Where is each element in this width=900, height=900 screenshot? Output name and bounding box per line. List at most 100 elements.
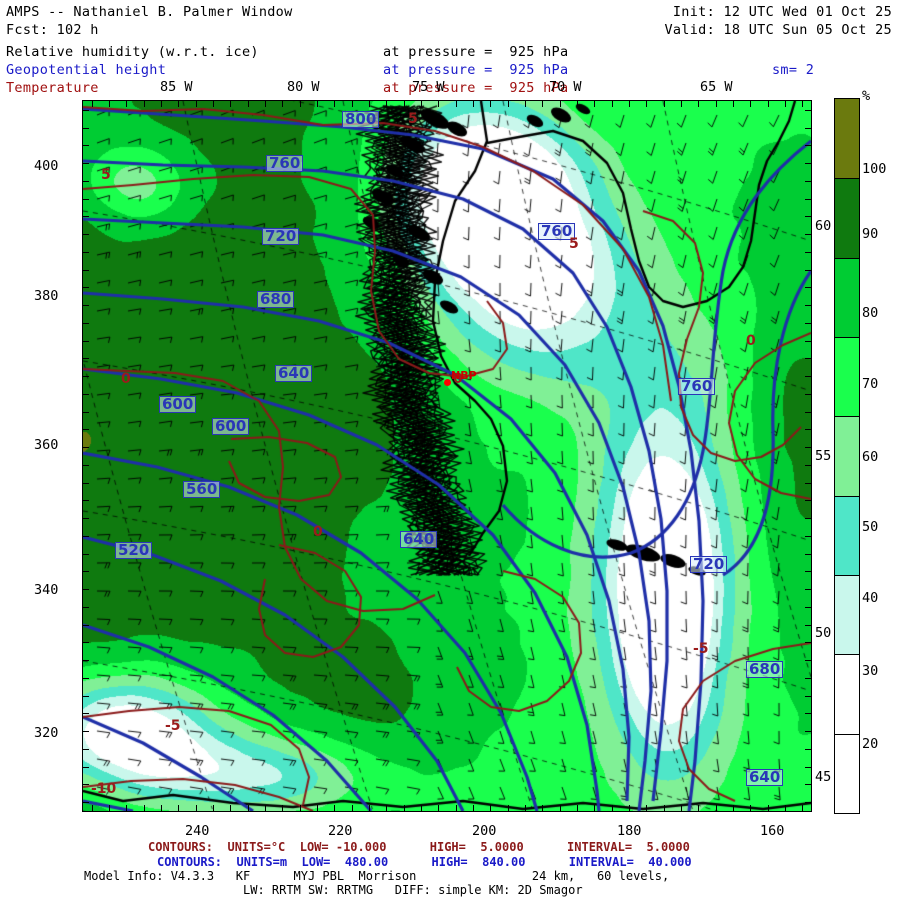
colorbar-band	[835, 336, 859, 417]
axis-tick	[143, 101, 145, 107]
field-label-geopotential: Geopotential height	[6, 62, 167, 78]
colorbar-tick-7: 30	[862, 663, 879, 679]
axis-tick	[83, 660, 89, 662]
axis-tick	[805, 216, 811, 218]
axis-tick	[83, 340, 89, 342]
init-time: Init: 12 UTC Wed 01 Oct 25	[672, 4, 892, 20]
contour-label-height: 640	[746, 769, 784, 786]
axis-tick	[542, 101, 544, 107]
axis-tick	[785, 101, 786, 107]
axis-tick	[83, 305, 89, 307]
axis-tick	[83, 571, 89, 573]
axis-tick	[805, 447, 811, 449]
axis-tick	[525, 805, 526, 811]
axis-tick	[83, 553, 89, 555]
axis-tick	[83, 269, 89, 271]
contour-label-height: 800	[342, 111, 380, 128]
map-plot-area[interactable]: 800 760 720 680 640 600 600 560 520 640 …	[82, 100, 812, 812]
axis-tick	[83, 287, 89, 289]
smoothing-label: sm= 2	[772, 62, 815, 78]
axis-tick	[490, 805, 492, 811]
axis-tick	[805, 305, 811, 307]
axis-tick	[473, 101, 474, 107]
x-axis-label-0: 240	[185, 823, 210, 839]
axis-tick	[178, 805, 180, 811]
axis-tick	[594, 101, 596, 107]
colorbar-band	[835, 416, 859, 496]
axis-tick	[83, 518, 89, 520]
axis-tick	[802, 101, 804, 107]
field-pressure-temperature: at pressure = 925 hPa	[383, 80, 569, 96]
contour-label-height: 520	[115, 542, 153, 559]
axis-tick	[83, 376, 89, 378]
axis-tick	[83, 482, 89, 484]
contour-label-temp: 5	[101, 167, 111, 183]
axis-tick	[767, 805, 769, 811]
axis-tick	[83, 535, 89, 537]
axis-tick	[577, 101, 578, 107]
axis-tick	[83, 109, 89, 111]
axis-tick	[805, 571, 811, 573]
y-axis-label-0: 400	[34, 158, 59, 174]
axis-tick	[83, 234, 89, 236]
colorbar[interactable]	[834, 98, 860, 814]
contour-label-height: 680	[746, 661, 784, 678]
axis-tick	[663, 805, 665, 811]
field-pressure-humidity: at pressure = 925 hPa	[383, 44, 569, 60]
station-marker-nbp[interactable]	[444, 379, 451, 386]
colorbar-band	[835, 733, 859, 813]
top-lon-label-2: 75 W	[412, 79, 445, 95]
colorbar-band	[835, 654, 859, 734]
axis-tick	[805, 411, 811, 413]
axis-tick	[83, 766, 89, 768]
axis-tick	[299, 101, 301, 107]
axis-tick	[386, 805, 388, 811]
contour-label-height: 760	[266, 155, 304, 172]
axis-tick	[178, 101, 180, 107]
axis-tick	[559, 805, 561, 811]
x-axis-label-4: 160	[760, 823, 785, 839]
contour-label-temp: 5	[569, 236, 579, 252]
axis-tick	[83, 393, 89, 395]
axis-tick	[507, 101, 509, 107]
axis-tick	[334, 101, 336, 107]
footer-model-info: Model Info: V4.3.3 KF MYJ PBL Morrison 2…	[84, 869, 670, 883]
axis-tick	[805, 358, 811, 360]
field-label-humidity: Relative humidity (w.r.t. ice)	[6, 44, 259, 60]
colorbar-tick-6: 40	[862, 590, 879, 606]
axis-tick	[83, 198, 89, 200]
axis-tick	[805, 748, 811, 750]
axis-tick	[282, 805, 284, 811]
colorbar-tick-4: 60	[862, 449, 879, 465]
axis-tick	[805, 713, 811, 715]
top-lon-label-1: 80 W	[287, 79, 320, 95]
top-lon-label-0: 85 W	[160, 79, 193, 95]
y-axis-label-1: 380	[34, 288, 59, 304]
axis-tick	[83, 677, 89, 679]
axis-tick	[525, 101, 526, 107]
footer-temp-contours: CONTOURS: UNITS=°C LOW= -10.000 HIGH= 5.…	[148, 840, 690, 854]
axis-tick	[507, 805, 509, 811]
axis-tick	[109, 101, 110, 107]
axis-tick	[83, 713, 89, 715]
axis-tick	[805, 287, 811, 289]
axis-tick	[805, 340, 811, 342]
valid-time: Valid: 18 UTC Sun 05 Oct 25	[664, 22, 892, 38]
axis-tick	[805, 198, 811, 200]
contour-label-temp: 0	[746, 333, 756, 349]
axis-tick	[805, 624, 811, 626]
colorbar-tick-0: 100	[862, 161, 887, 177]
axis-tick	[490, 101, 492, 107]
colorbar-band	[835, 495, 859, 575]
axis-tick	[663, 101, 665, 107]
axis-tick	[455, 101, 457, 107]
axis-tick	[421, 805, 422, 811]
contour-label-temp: -5	[693, 641, 709, 657]
axis-tick	[161, 805, 162, 811]
axis-tick	[247, 805, 249, 811]
contour-label-temp: 5	[408, 111, 418, 127]
colorbar-band	[835, 257, 859, 337]
axis-tick	[681, 805, 682, 811]
contour-label-temp: 0	[313, 524, 323, 540]
axis-tick	[195, 805, 197, 811]
